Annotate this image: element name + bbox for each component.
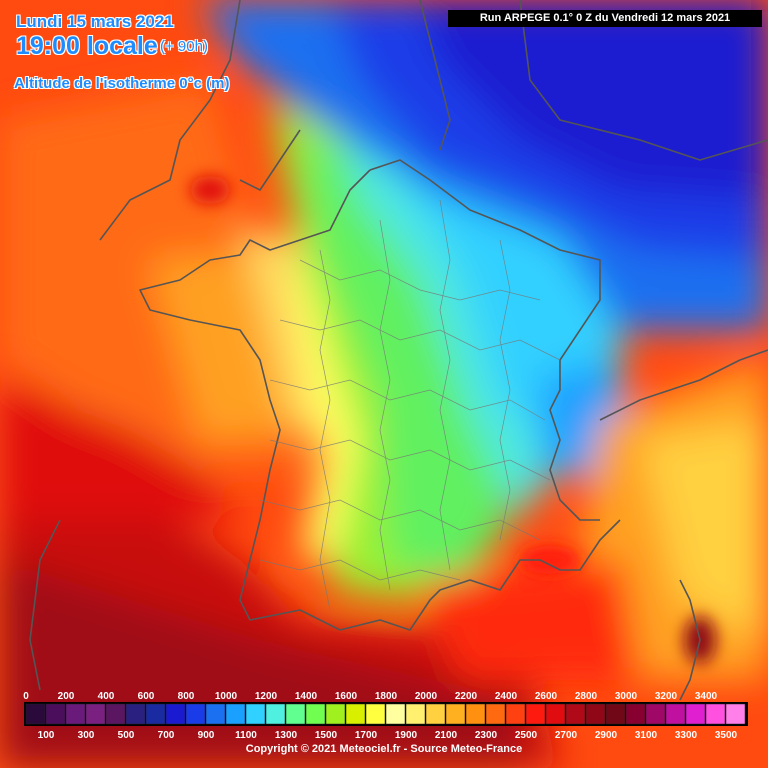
field-title: Altitude de l'isotherme 0°c (m) xyxy=(14,75,230,92)
legend-swatch xyxy=(325,703,346,725)
legend-label: 2400 xyxy=(494,691,518,702)
forecast-date: Lundi 15 mars 2021 xyxy=(16,12,174,31)
legend-label: 300 xyxy=(77,730,95,741)
legend-label: 0 xyxy=(23,691,29,702)
legend-swatch xyxy=(45,703,66,725)
legend-swatch xyxy=(245,703,266,725)
legend-swatch xyxy=(65,703,86,725)
legend-color-bar xyxy=(24,702,748,726)
legend-label: 2900 xyxy=(594,730,618,741)
forecast-time: 19:00 locale xyxy=(16,32,158,60)
legend-swatch xyxy=(565,703,586,725)
legend-swatch xyxy=(385,703,406,725)
legend-label: 800 xyxy=(177,691,195,702)
legend-swatch xyxy=(485,703,506,725)
legend-label: 2200 xyxy=(454,691,478,702)
legend-swatch xyxy=(425,703,446,725)
legend-swatch xyxy=(545,703,566,725)
legend-label: 1400 xyxy=(294,691,318,702)
legend-swatch xyxy=(605,703,626,725)
legend-swatch xyxy=(725,703,746,725)
legend-label: 2000 xyxy=(414,691,438,702)
legend-swatch xyxy=(465,703,486,725)
legend-label: 2600 xyxy=(534,691,558,702)
legend-label: 900 xyxy=(197,730,215,741)
coastlines xyxy=(29,0,768,701)
legend-label: 3300 xyxy=(674,730,698,741)
legend-swatch xyxy=(285,703,306,725)
legend-label: 1900 xyxy=(394,730,418,741)
legend-label: 1600 xyxy=(334,691,358,702)
run-info: Run ARPEGE 0.1° 0 Z du Vendredi 12 mars … xyxy=(448,10,762,27)
legend-swatch xyxy=(665,703,686,725)
legend-swatch xyxy=(25,703,46,725)
legend-swatch xyxy=(265,703,286,725)
legend-swatch xyxy=(525,703,546,725)
legend-label: 600 xyxy=(137,691,155,702)
legend-label: 400 xyxy=(97,691,115,702)
legend-swatch xyxy=(345,703,366,725)
legend-swatch xyxy=(185,703,206,725)
legend-label: 3100 xyxy=(634,730,658,741)
legend-swatch xyxy=(505,703,526,725)
legend-label: 2800 xyxy=(574,691,598,702)
color-legend: 0 200 400 600 800 1000 1200 1400 1600 1800 2000 220… xyxy=(0,686,768,768)
legend-label: 500 xyxy=(117,730,135,741)
legend-swatch xyxy=(145,703,166,725)
legend-label: 1000 xyxy=(214,691,238,702)
legend-swatch xyxy=(585,703,606,725)
legend-swatch xyxy=(165,703,186,725)
legend-label: 3000 xyxy=(614,691,638,702)
legend-label: 2300 xyxy=(474,730,498,741)
legend-swatch xyxy=(405,703,426,725)
legend-label: 3400 xyxy=(694,691,718,702)
legend-swatch xyxy=(445,703,466,725)
legend-label: 1300 xyxy=(274,730,298,741)
legend-label: 2700 xyxy=(554,730,578,741)
legend-label: 1100 xyxy=(235,730,257,741)
legend-swatch xyxy=(225,703,246,725)
legend-label: 700 xyxy=(157,730,175,741)
legend-swatch xyxy=(125,703,146,725)
legend-swatch xyxy=(625,703,646,725)
legend-label: 1500 xyxy=(314,730,338,741)
legend-swatch xyxy=(305,703,326,725)
legend-swatch xyxy=(365,703,386,725)
legend-label: 2500 xyxy=(514,730,538,741)
legend-label: 1800 xyxy=(374,691,398,702)
legend-swatch xyxy=(645,703,666,725)
legend-label: 1200 xyxy=(254,691,278,702)
legend-swatch xyxy=(685,703,706,725)
legend-label: 1700 xyxy=(354,730,378,741)
copyright: Copyright © 2021 Meteociel.fr - Source M… xyxy=(245,743,523,755)
legend-swatch xyxy=(205,703,226,725)
legend-label: 2100 xyxy=(434,730,458,741)
legend-swatch xyxy=(705,703,726,725)
legend-swatch xyxy=(105,703,126,725)
legend-label: 200 xyxy=(57,691,75,702)
legend-label: 100 xyxy=(37,730,55,741)
legend-swatch xyxy=(85,703,106,725)
legend-label: 3500 xyxy=(714,730,738,741)
legend-label: 3200 xyxy=(654,691,678,702)
department-borders xyxy=(259,199,561,611)
forecast-range: (+ 90h) xyxy=(160,38,208,55)
